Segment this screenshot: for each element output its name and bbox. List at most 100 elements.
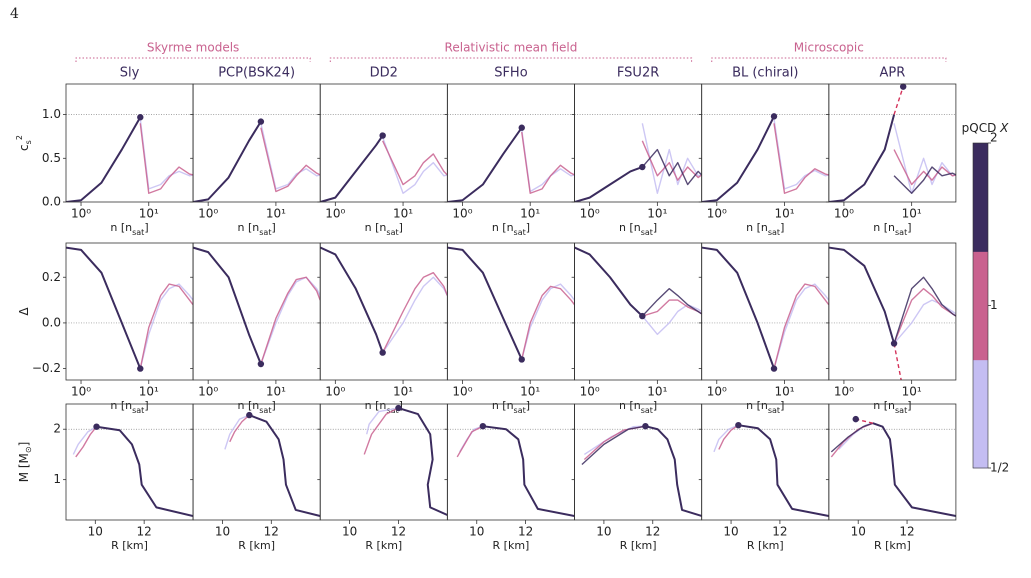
base-curve [447,246,523,360]
panel-frame [192,242,321,381]
panel-marks [66,116,193,202]
base-curve [398,407,448,516]
label-part: n [n [110,221,132,234]
column-title: Sly [120,66,140,81]
label-part: ] [271,221,275,234]
base-curve [66,116,142,202]
x-tick-label: 10⁰ [452,207,472,221]
label-part: sat [259,406,271,415]
extension-curve [366,407,399,435]
x-tick-label: 10 [596,525,611,539]
x-tick-label: 10⁰ [707,207,727,221]
x-tick-label: 10 [723,525,738,539]
extension-curve [773,283,829,369]
endpoint [246,411,253,419]
page-number: 4 [10,6,19,22]
label-part: sat [768,228,780,237]
x-axis-label: n [nsat] [619,399,657,415]
extension-curve [363,407,399,455]
x-axis-label: n [nsat] [746,221,784,237]
label-part: n [n [619,399,641,412]
label-part: ] [144,221,148,234]
extension-curve [260,276,321,365]
endpoint [639,312,646,320]
endpoint [379,349,386,356]
x-tick-label: 10⁰ [707,385,727,399]
endpoint [770,113,778,120]
endpoint [137,365,144,372]
base-curve [645,425,702,517]
y-tick-label: 0.5 [42,151,61,165]
label-part: sat [514,228,526,237]
base-curve [320,246,384,353]
panel-frame [574,403,702,521]
endpoint [257,360,265,368]
y-axis-label: cs2 [15,135,33,151]
base-curve [482,425,575,517]
x-tick-label: 10¹ [393,207,413,221]
panel-marks [581,425,702,517]
x-tick-label: 10⁰ [834,385,854,399]
extension-curve [641,123,702,194]
panel-marks [447,127,575,202]
endpoint [899,83,907,90]
endpoint [770,365,778,372]
y-tick-label: −0.2 [32,361,61,375]
y-tick-label: 0.0 [42,315,61,329]
x-axis-label: R [km] [238,539,275,552]
extension-curve [521,131,575,194]
x-tick-label: 10¹ [902,207,922,221]
x-tick-label: 10 [851,525,866,539]
label-part: sat [895,228,907,237]
panel-marks [320,246,448,353]
y-tick-label: 1.0 [42,107,61,121]
extension-curve [382,137,448,194]
panel-marks [830,418,956,517]
x-tick-label: 10¹ [774,385,794,399]
label-part: n [n [873,399,895,412]
endpoint [379,132,386,139]
endpoint [735,421,742,429]
colorbar-title: pQCD X [962,121,1010,135]
x-tick-label: 10⁰ [325,385,345,399]
x-axis-label: n [nsat] [492,399,530,415]
panel-frame [319,242,448,381]
x-axis-label: R [km] [747,539,784,552]
base-curve [447,127,523,202]
base-curve [701,246,775,369]
base-curve [574,166,643,202]
label-part: n [n [746,221,768,234]
x-tick-label: 10¹ [520,207,540,221]
label-part: sat [132,228,144,237]
panel-frame [574,83,702,203]
x-tick-label: 10 [469,525,484,539]
extension-curve [139,283,193,369]
y-axis-label: M [M⊙] [17,442,34,483]
x-axis-label: n [nsat] [873,221,911,237]
panel-frame [319,403,448,521]
x-tick-label: 10⁰ [580,207,600,221]
column-title: PCP(BSK24) [218,66,295,81]
panel-frame [65,83,194,203]
x-tick-label: 10 [215,525,230,539]
label-part: sat [259,228,271,237]
panel-frame [828,242,957,381]
column-title: FSU2R [617,66,659,81]
extension-curve [893,299,956,344]
x-tick-label: 10¹ [393,385,413,399]
base-curve [574,246,644,317]
x-axis-label: n [nsat] [238,221,276,237]
endpoint [518,356,525,363]
x-axis-label: R [km] [365,539,402,552]
extension-curve [382,271,448,353]
colorbar-tick-label: 1 [990,298,998,312]
x-tick-label: 12 [264,525,279,539]
panel-marks [701,246,829,369]
label-part: ] [17,442,31,447]
label-part: n [n [492,399,514,412]
extension-curve [838,422,874,450]
x-axis-label: n [nsat] [110,221,148,237]
endpoint [257,118,265,125]
column-title: APR [880,66,906,81]
x-axis-label: n [nsat] [238,399,276,415]
